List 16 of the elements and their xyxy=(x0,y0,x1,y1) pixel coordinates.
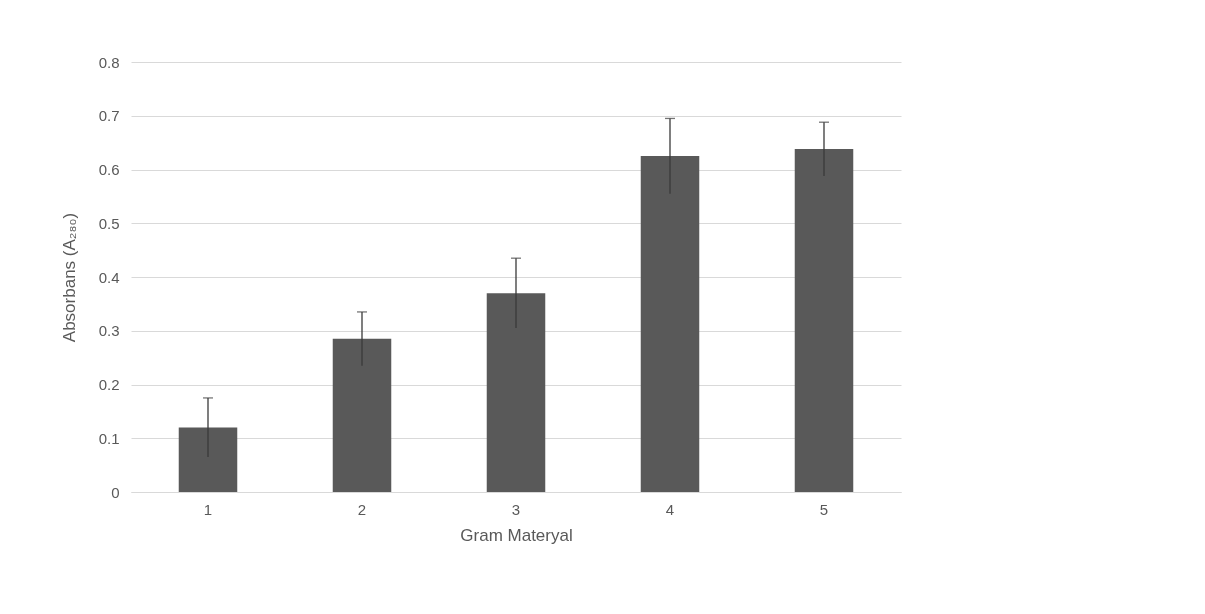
y-tick-label: 0.6 xyxy=(98,161,120,178)
y-tick-label: 0.3 xyxy=(98,322,120,340)
x-tick-label: 2 xyxy=(357,500,367,518)
x-tick-label: 1 xyxy=(203,500,213,518)
y-tick-label: 0.7 xyxy=(98,107,120,125)
y-tick-label: 0.8 xyxy=(98,53,120,71)
x-tick-label: 3 xyxy=(511,500,521,518)
x-tick-label: 4 xyxy=(665,500,675,518)
y-tick-label: 0.5 xyxy=(98,214,120,232)
y-tick-label: 0.1 xyxy=(98,429,120,447)
x-tick-label: 5 xyxy=(819,500,829,518)
y-tick-label: 0.4 xyxy=(98,268,120,286)
y-tick-label: 0.2 xyxy=(98,376,120,393)
y-tick-label: 0 xyxy=(111,483,120,501)
y-axis-title: Absorbans (A₂₈₀) xyxy=(59,212,79,343)
x-axis-title: Gram Materyal xyxy=(460,525,573,545)
